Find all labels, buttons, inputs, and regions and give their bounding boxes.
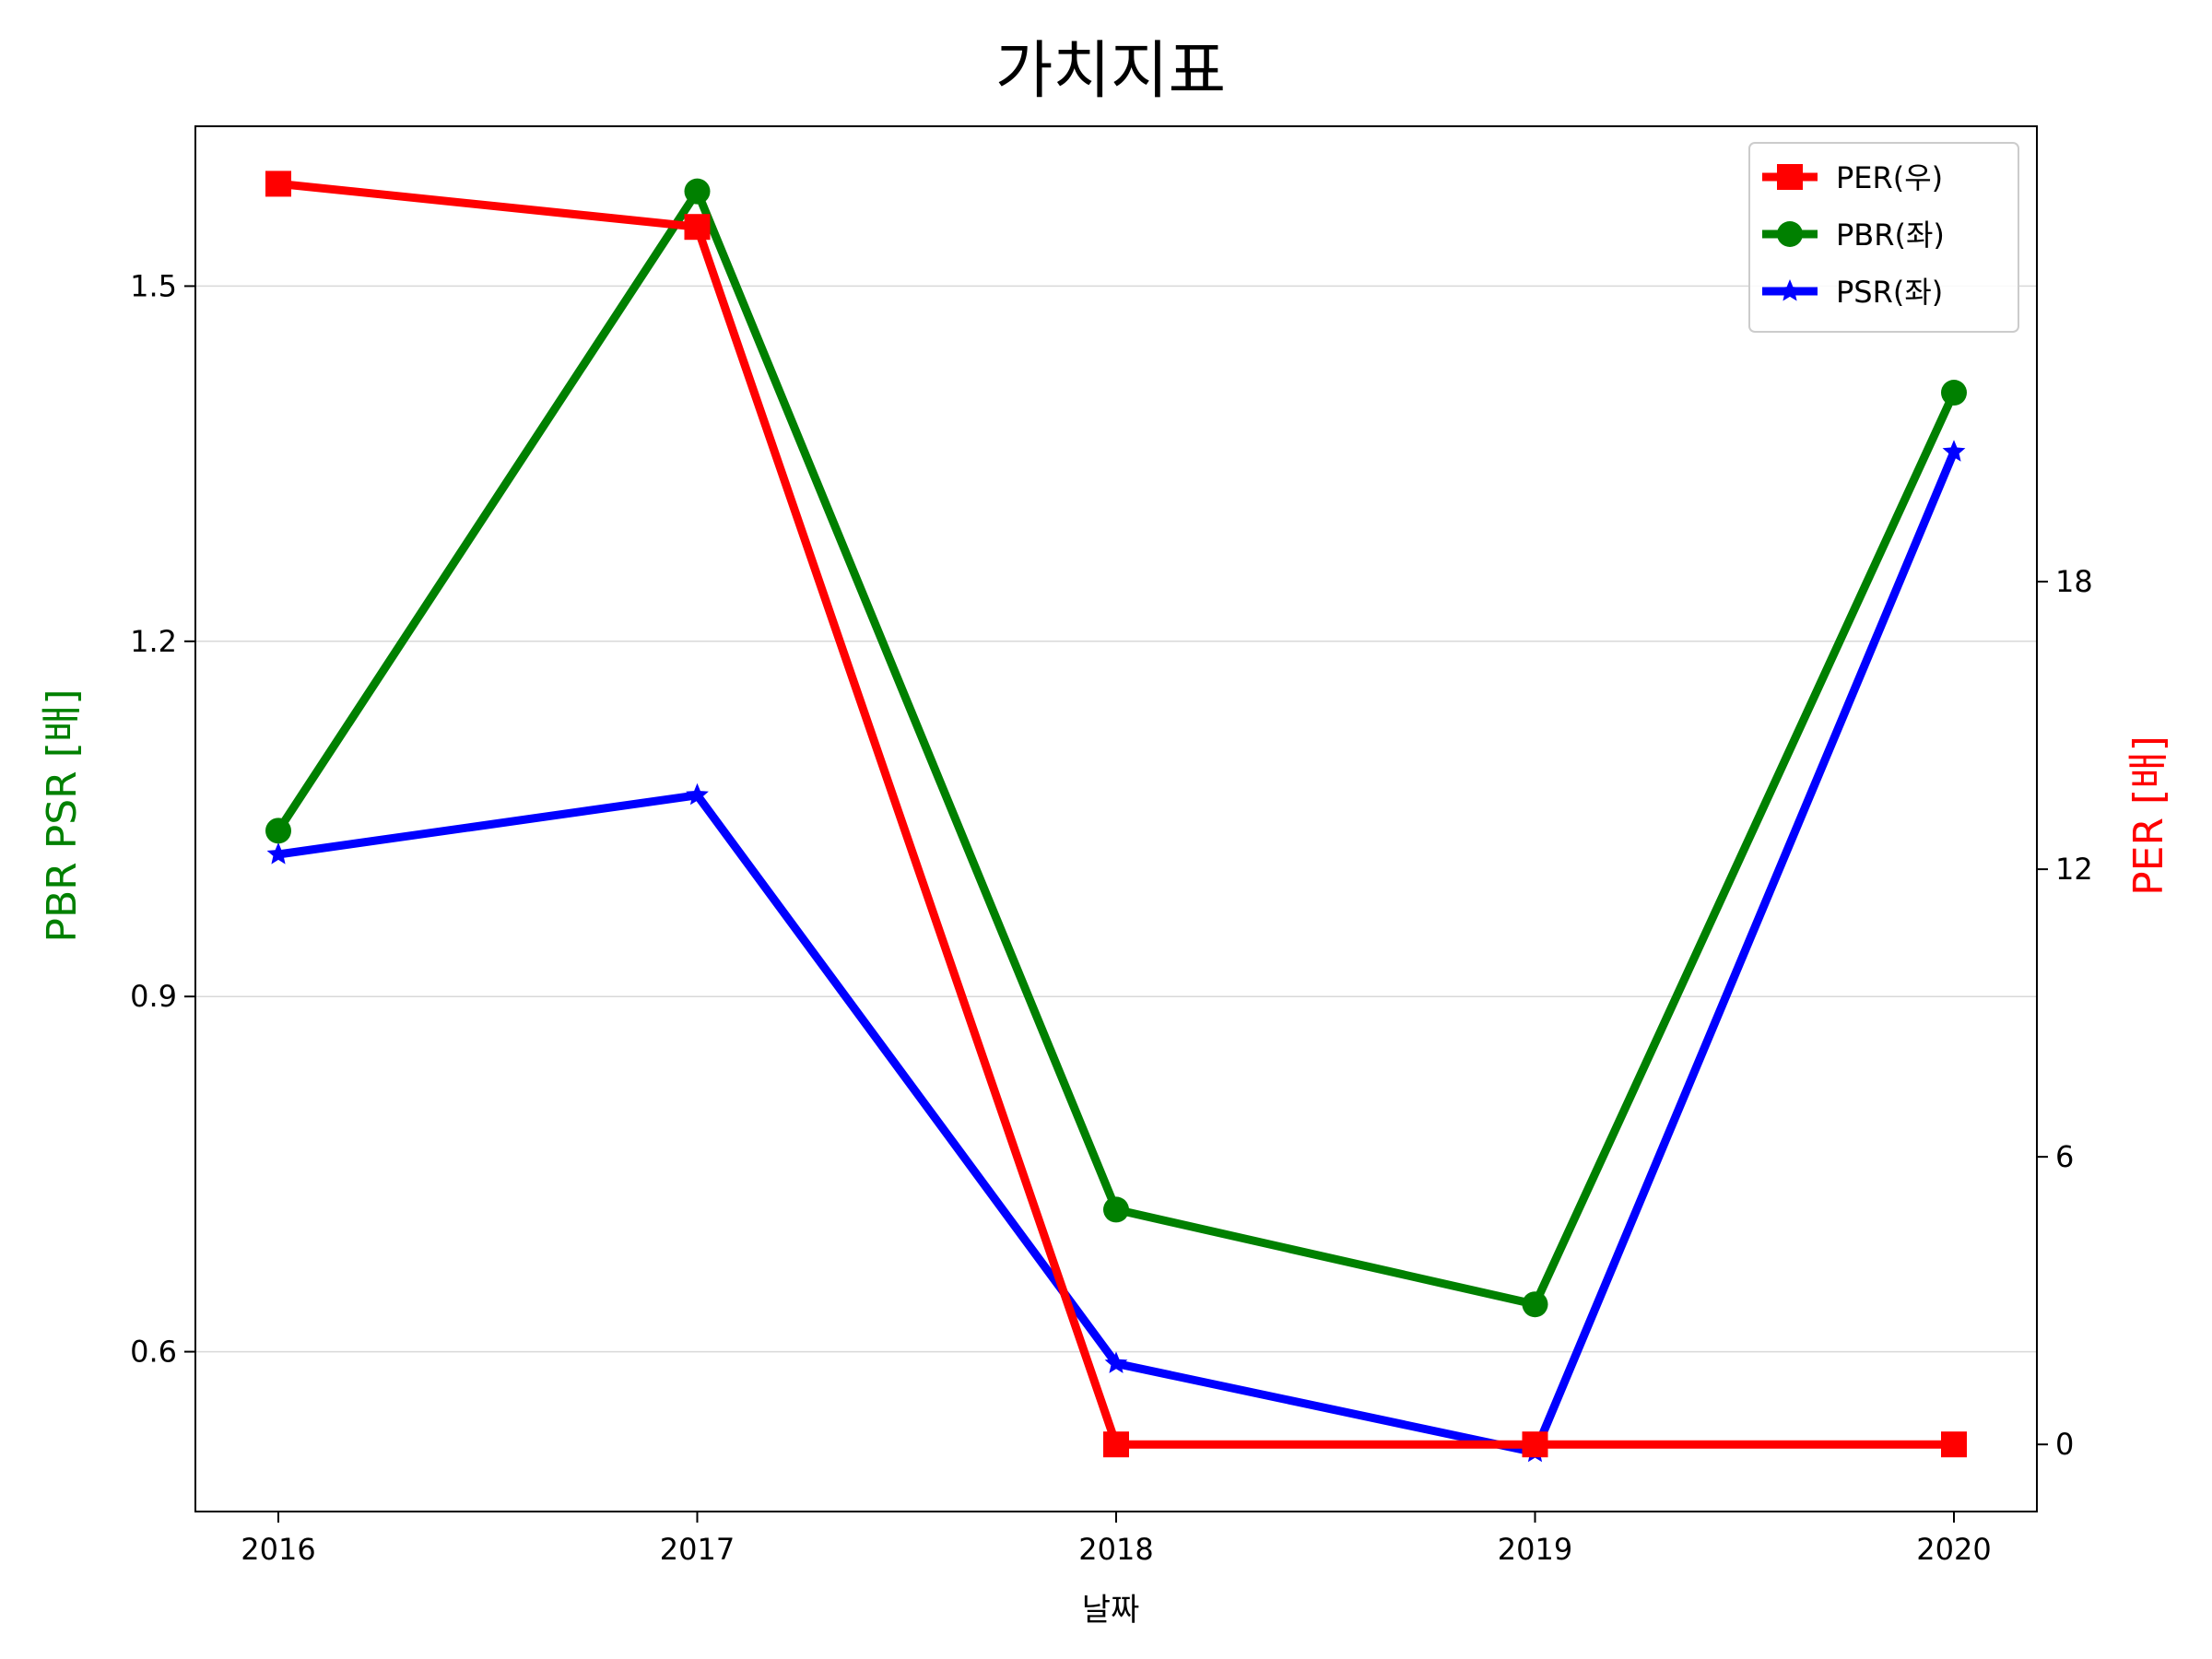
data-point	[686, 782, 709, 806]
series-layer	[265, 171, 1967, 1463]
data-point	[1942, 440, 1966, 462]
series-circle	[265, 178, 1967, 1318]
tick-layer: 0.6 0.9 1.2 1.5 0 6 12 18 2016 2017 2018 2019 2020	[130, 268, 2093, 1567]
chart-title: 가치지표	[995, 35, 1226, 108]
right-axis-label: PER [배]	[2125, 735, 2172, 896]
legend-label: PBR(좌)	[1836, 218, 1945, 253]
data-point	[1941, 1431, 1967, 1458]
right-axis-tick-label: 12	[2055, 852, 2093, 887]
right-axis-tick-label: 6	[2055, 1139, 2074, 1174]
data-point	[684, 178, 711, 205]
x-axis-tick-label: 2016	[241, 1532, 315, 1567]
series-line	[275, 182, 1959, 1310]
series-line	[277, 179, 1954, 1449]
data-point	[1103, 1196, 1129, 1223]
left-axis-tick-label: 1.5	[130, 268, 177, 303]
left-axis-tick-label: 0.6	[130, 1335, 177, 1370]
x-axis-tick-label: 2019	[1498, 1532, 1572, 1567]
series-star	[266, 440, 1966, 1463]
data-point	[266, 842, 290, 865]
legend-swatch-marker	[1777, 221, 1803, 247]
series-line	[277, 450, 1959, 1457]
legend-swatch-marker	[1777, 164, 1803, 190]
left-axis-tick-label: 1.2	[130, 624, 177, 659]
x-axis-tick-label: 2017	[660, 1532, 735, 1567]
legend-label: PSR(좌)	[1836, 275, 1943, 310]
x-axis-tick-label: 2020	[1916, 1532, 1991, 1567]
data-point	[1941, 380, 1967, 406]
data-point	[1104, 1351, 1128, 1373]
left-axis-tick-label: 0.9	[130, 979, 177, 1014]
data-point	[1103, 1431, 1129, 1458]
data-point	[265, 818, 291, 844]
data-point	[1522, 1431, 1548, 1458]
legend-box	[1748, 142, 2019, 333]
data-point	[684, 214, 711, 241]
series-square	[265, 171, 1967, 1458]
legend-swatch-marker	[1778, 279, 1802, 301]
data-point	[1522, 1291, 1548, 1318]
data-point	[265, 171, 291, 197]
right-axis-tick-label: 0	[2055, 1427, 2074, 1462]
x-axis-tick-label: 2018	[1078, 1532, 1153, 1567]
left-axis-label: PBR PSR [배]	[39, 688, 86, 942]
legend: PER(우) PBR(좌) PSR(좌)	[1748, 142, 2019, 333]
right-axis-tick-label: 18	[2055, 564, 2093, 599]
legend-label: PER(우)	[1836, 160, 1943, 195]
x-axis-label: 날짜	[1082, 1592, 1140, 1629]
